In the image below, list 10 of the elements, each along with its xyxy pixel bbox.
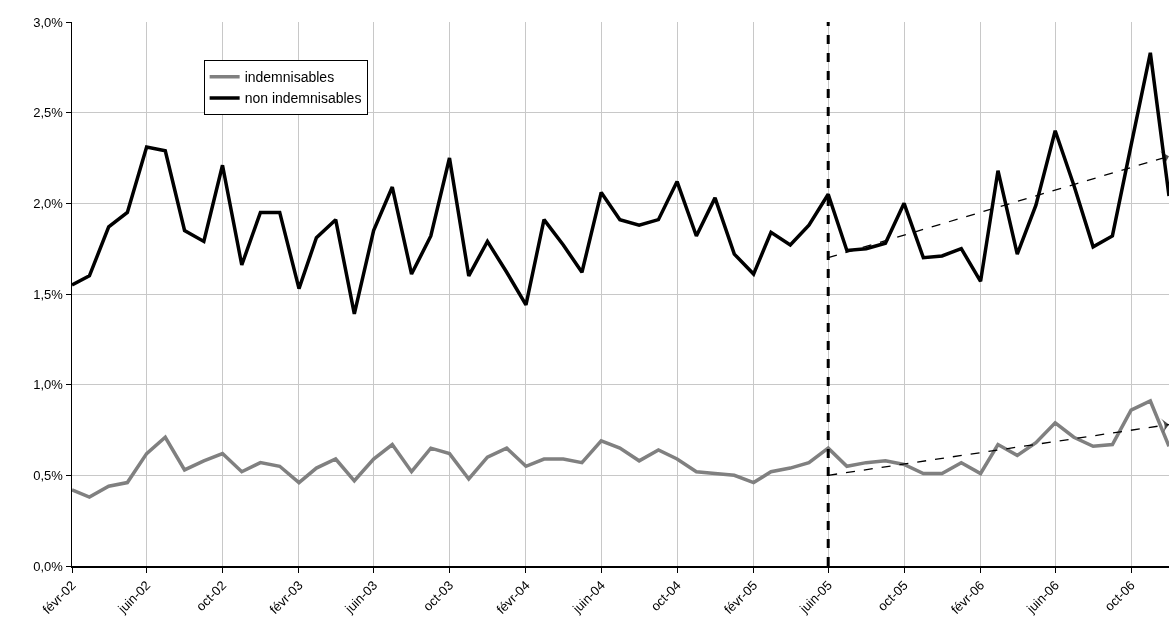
- legend-label: non indemnisables: [244, 90, 362, 107]
- line-series: [72, 399, 1169, 499]
- y-tick-label: 1,0%: [33, 377, 64, 393]
- y-tick-label: 0,0%: [33, 558, 64, 574]
- y-tick-label: 0,5%: [33, 467, 64, 483]
- y-tick-label: 1,5%: [33, 286, 64, 302]
- y-tick-label: 3,0%: [33, 14, 64, 30]
- legend-label: indemnisables: [244, 69, 335, 86]
- y-tick-label: 2,5%: [33, 105, 64, 121]
- y-tick-label: 2,0%: [33, 195, 64, 211]
